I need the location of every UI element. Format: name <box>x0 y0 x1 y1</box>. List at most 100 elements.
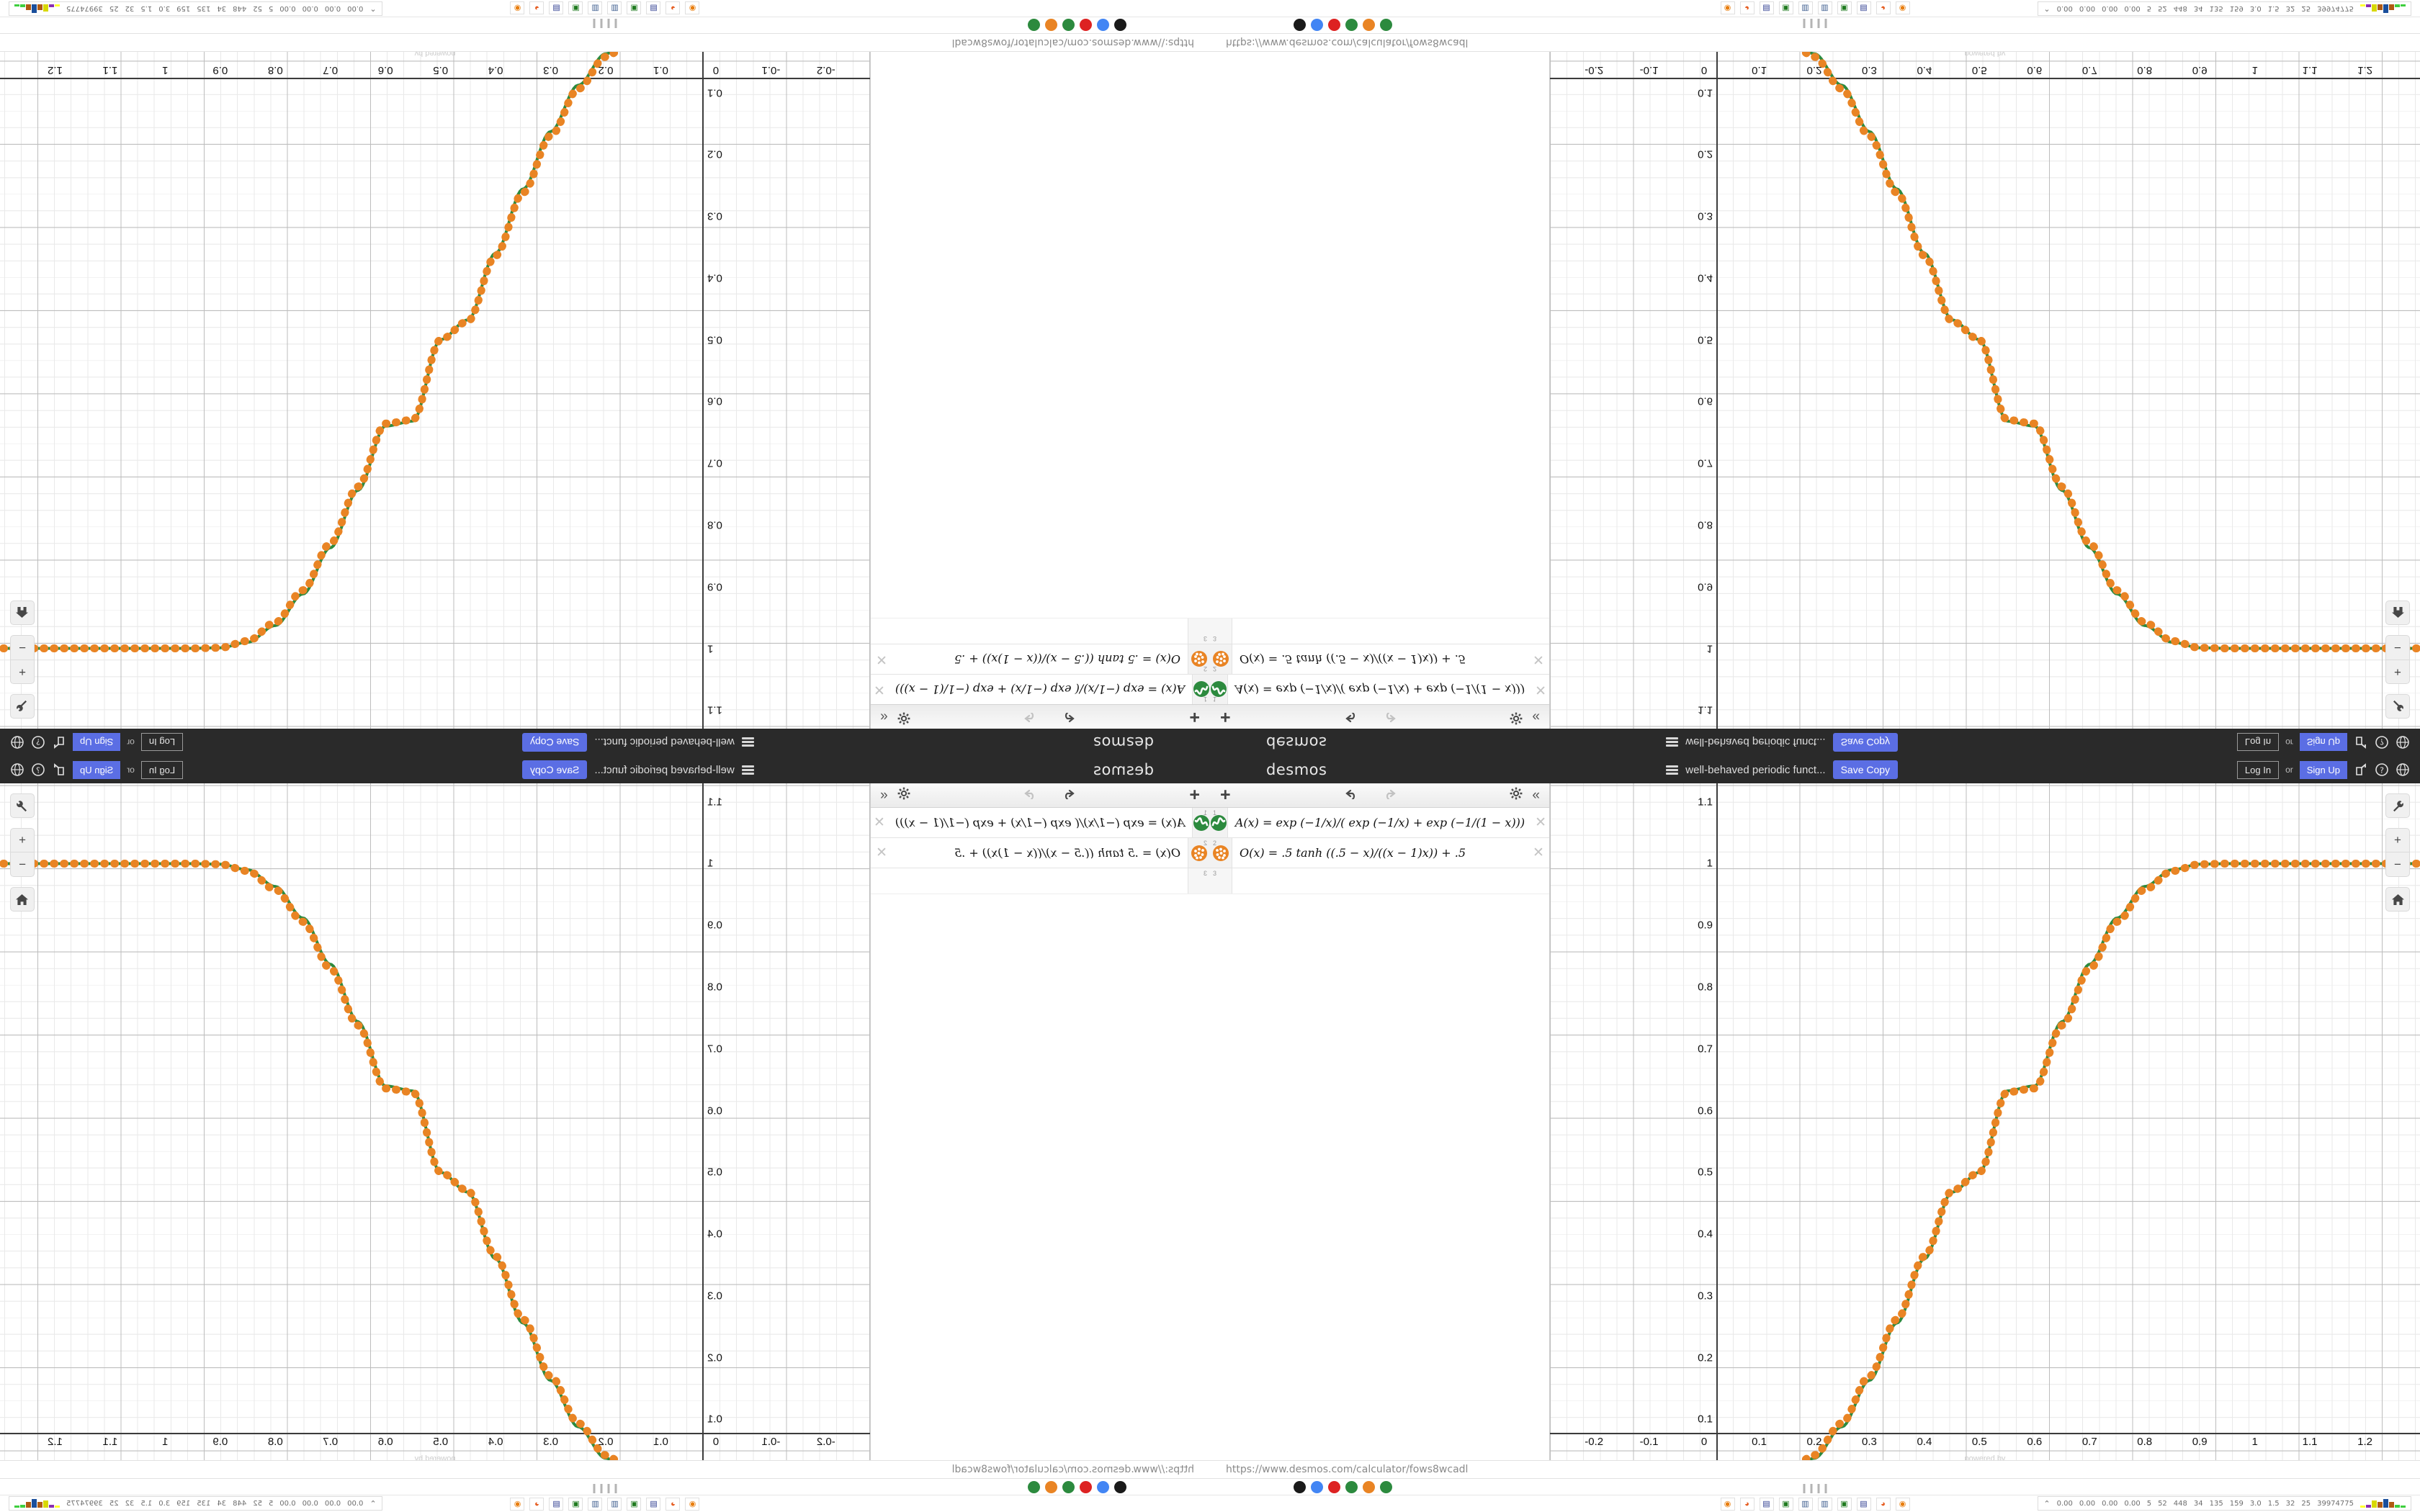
display-icon[interactable]: ▥ <box>1798 1 1813 15</box>
gear-icon[interactable] <box>897 787 910 804</box>
zoom-out-icon[interactable]: − <box>2385 852 2410 877</box>
hamburger-menu-icon[interactable] <box>1666 737 1679 747</box>
share-icon[interactable] <box>2354 762 2368 777</box>
share-icon[interactable] <box>52 735 66 750</box>
colorwheel-icon[interactable] <box>1328 19 1340 32</box>
help-icon[interactable]: ? <box>2375 762 2389 777</box>
graph-title[interactable]: well-behaved periodic funct... <box>1685 736 1826 749</box>
desmos-green-icon-2[interactable] <box>1028 19 1040 32</box>
expression-panel[interactable]: + « <box>1210 0 1550 729</box>
save-copy-button[interactable]: Save Copy <box>1832 733 1899 752</box>
blender-icon[interactable]: ◉ <box>510 1 525 15</box>
close-icon[interactable]: ✕ <box>1533 652 1544 667</box>
save-copy-button[interactable]: Save Copy <box>1832 760 1899 779</box>
expression-latex-2[interactable]: O(x) = .5 tanh ((.5 − x)/((x − 1)x)) + .… <box>954 846 1180 860</box>
quadrant-bottom-right[interactable]: desmos well-behaved periodic funct... Sa… <box>1210 756 2420 1512</box>
sign-up-button[interactable]: Sign Up <box>2299 760 2347 779</box>
add-expression-button[interactable]: + <box>1220 785 1231 805</box>
expression-latex-3[interactable] <box>871 868 1188 894</box>
expression-latex-3[interactable] <box>871 618 1188 644</box>
table-row[interactable]: 2 O(x) = .5 tanh ((.5 − x)/((x − 1)x)) +… <box>871 838 1210 868</box>
table-row[interactable]: 2 O(x) = .5 tanh ((.5 − x)/((x − 1)x)) +… <box>1210 644 1549 674</box>
close-icon[interactable]: ✕ <box>873 815 885 830</box>
display-icon[interactable]: ▥ <box>607 1 622 15</box>
collapse-panel-icon[interactable]: « <box>1532 709 1540 725</box>
language-icon[interactable] <box>10 735 24 750</box>
table-row[interactable]: 3 <box>871 868 1210 894</box>
expression-panel[interactable]: + « <box>1210 783 1550 1512</box>
floppy-disk-icon[interactable]: ▤ <box>549 1 564 15</box>
bookmarks-bar[interactable] <box>1210 1479 2420 1495</box>
squiggle-icon[interactable] <box>1193 681 1210 698</box>
close-icon[interactable]: ✕ <box>1533 845 1544 860</box>
log-in-button[interactable]: Log In <box>140 760 184 779</box>
expression-panel[interactable]: + « <box>870 0 1210 729</box>
sign-up-button[interactable]: Sign Up <box>2299 733 2347 752</box>
expression-latex-1[interactable]: A(x) = exp (−1/x)/( exp (−1/x) + exp (−1… <box>1234 816 1525 829</box>
expression-latex-1[interactable]: A(x) = exp (−1/x)/( exp (−1/x) + exp (−1… <box>1234 683 1525 696</box>
colorwheel-icon[interactable] <box>1080 1480 1092 1493</box>
home-icon[interactable] <box>2385 887 2410 912</box>
floppy-disk-icon[interactable]: ▤ <box>1759 1497 1774 1511</box>
chevron-up-icon[interactable]: ⌃ <box>369 1498 377 1508</box>
zoom-in-icon[interactable]: + <box>10 828 35 852</box>
close-icon[interactable]: ✕ <box>873 682 885 697</box>
language-icon[interactable] <box>2396 762 2410 777</box>
undo-icon[interactable] <box>1345 709 1361 725</box>
desmos-browser-window[interactable]: desmos well-behaved periodic funct... Sa… <box>1210 756 2420 1512</box>
terminal-icon[interactable]: ▣ <box>627 1 642 15</box>
system-monitor-panel[interactable]: ⌃ 0.00 0.00 0.00 0.00 5 52 448 34 135 159 3.0 1.5 32 2… <box>2038 1 2411 16</box>
redo-icon[interactable] <box>1381 788 1397 804</box>
add-expression-button[interactable]: + <box>1189 785 1200 805</box>
floppy-disk-icon[interactable]: ▤ <box>1856 1497 1871 1511</box>
desmos-logo[interactable]: desmos <box>1266 734 1327 751</box>
firefox-icon[interactable]: ◕ <box>529 1 544 15</box>
close-icon[interactable]: ✕ <box>1535 815 1547 830</box>
desmos-green-icon-2[interactable] <box>1028 1480 1040 1493</box>
floppy-disk-icon[interactable]: ▤ <box>646 1 661 15</box>
save-copy-button[interactable]: Save Copy <box>521 733 588 752</box>
table-row[interactable]: 3 <box>1210 618 1549 644</box>
firefox-icon[interactable]: ◕ <box>666 1 681 15</box>
desmos-browser-window[interactable]: desmos well-behaved periodic funct... Sa… <box>0 0 1210 756</box>
dots-icon[interactable] <box>1191 845 1207 861</box>
quadrant-top-left[interactable]: desmos well-behaved periodic funct... Sa… <box>0 0 1210 756</box>
address-bar[interactable]: https://www.desmos.com/calculator/fows8w… <box>1210 1460 2420 1479</box>
dots-icon[interactable] <box>1191 651 1207 667</box>
dots-icon[interactable] <box>1213 651 1229 667</box>
language-icon[interactable] <box>2396 735 2410 750</box>
close-icon[interactable]: ✕ <box>876 652 887 667</box>
desmos-orange-icon[interactable] <box>1363 19 1375 32</box>
share-icon[interactable] <box>2354 735 2368 750</box>
address-bar[interactable]: https://www.desmos.com/calculator/fows8w… <box>1210 33 2420 52</box>
gear-icon[interactable] <box>1510 787 1523 804</box>
firefox-icon[interactable]: ◕ <box>1876 1497 1891 1511</box>
graph-title[interactable]: well-behaved periodic funct... <box>594 736 735 749</box>
table-row[interactable]: 1 A(x) = exp (−1/x)/( exp (−1/x) + exp (… <box>1210 674 1549 704</box>
wrench-icon[interactable] <box>2385 793 2410 818</box>
display-icon[interactable]: ▥ <box>1817 1497 1832 1511</box>
expression-panel[interactable]: + « <box>870 783 1210 1512</box>
expression-latex-2[interactable]: O(x) = .5 tanh ((.5 − x)/((x − 1)x)) + .… <box>1240 652 1466 666</box>
google-icon[interactable] <box>1097 1480 1109 1493</box>
desmos-green-icon[interactable] <box>1062 19 1075 32</box>
quadrant-top-right[interactable]: desmos well-behaved periodic funct... Sa… <box>1210 0 2420 756</box>
desmos-logo[interactable]: desmos <box>1093 734 1154 751</box>
display-icon[interactable]: ▥ <box>1798 1497 1813 1511</box>
desmos-orange-icon[interactable] <box>1363 1480 1375 1493</box>
blender-icon[interactable]: ◉ <box>685 1 700 15</box>
graph-canvas[interactable]: -0.2 -0.1 0 0.1 0.2 0.3 0.4 0.5 0.6 0.7 0.8 0.9 1 1.1… <box>1550 0 2420 729</box>
add-expression-button[interactable]: + <box>1189 707 1200 727</box>
dots-icon[interactable] <box>1213 845 1229 861</box>
graph-canvas[interactable]: -0.2 -0.1 0 0.1 0.2 0.3 0.4 0.5 0.6 0.7 0.8 0.9 1 1.1… <box>0 0 870 729</box>
desmos-browser-window[interactable]: desmos well-behaved periodic funct... Sa… <box>1210 0 2420 756</box>
url-text[interactable]: https://www.desmos.com/calculator/fows8w… <box>1226 37 1469 48</box>
log-in-button[interactable]: Log In <box>2236 760 2280 779</box>
firefox-icon[interactable]: ◕ <box>1739 1497 1754 1511</box>
terminal-icon[interactable]: ▣ <box>1837 1 1852 15</box>
system-monitor-panel[interactable]: ⌃ 0.00 0.00 0.00 0.00 5 52 448 34 135 159 3.0 1.5 32 2… <box>9 1496 382 1511</box>
display-icon[interactable]: ▥ <box>588 1497 603 1511</box>
terminal-icon[interactable]: ▣ <box>568 1497 583 1511</box>
graph-title[interactable]: well-behaved periodic funct... <box>594 763 735 776</box>
help-icon[interactable]: ? <box>31 735 45 750</box>
